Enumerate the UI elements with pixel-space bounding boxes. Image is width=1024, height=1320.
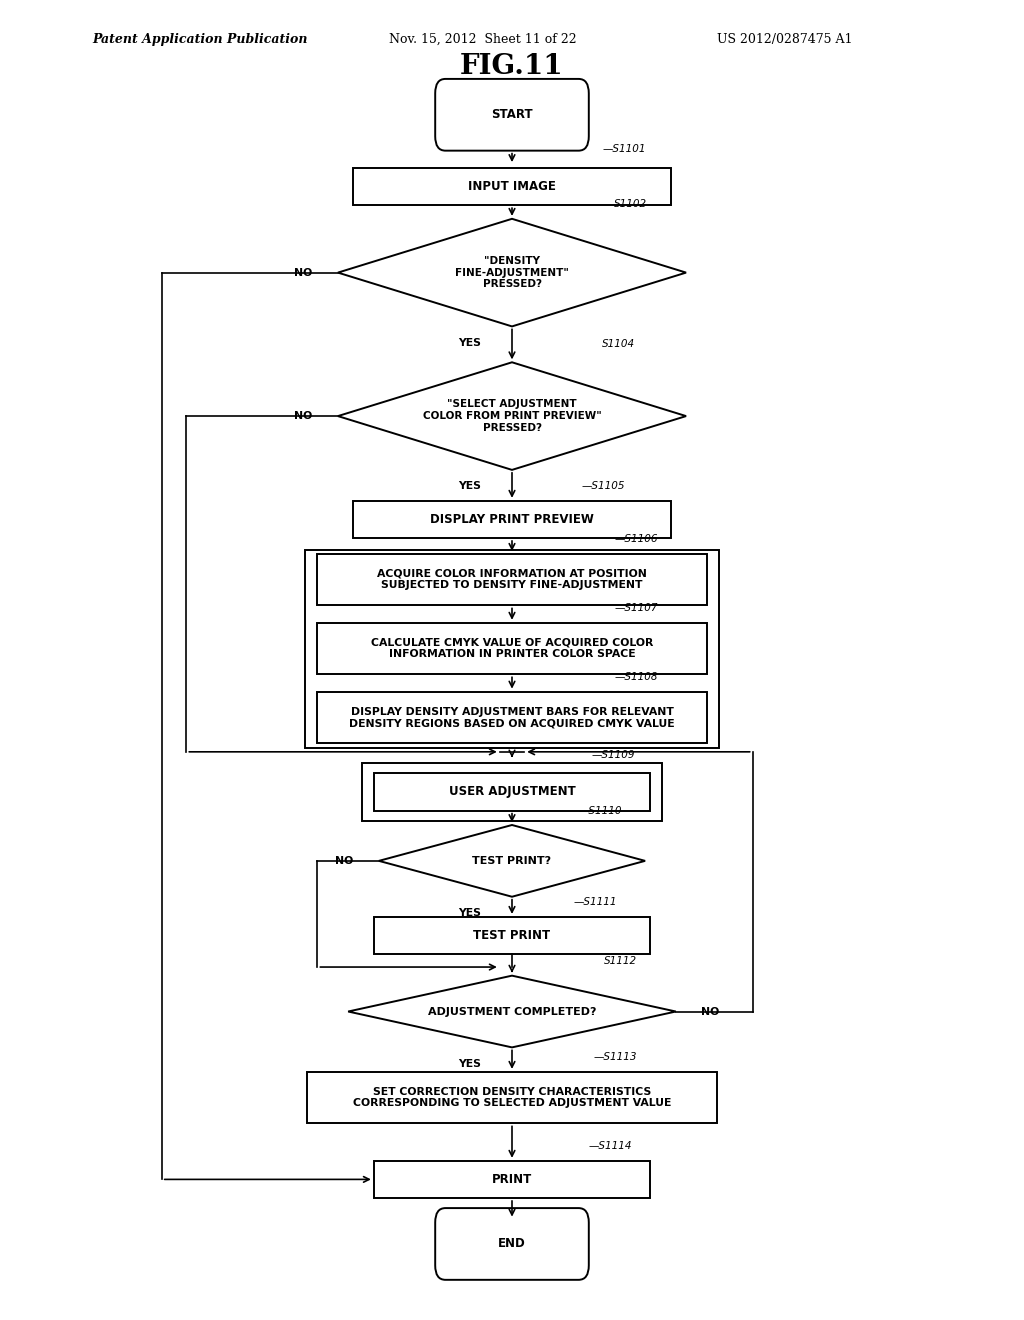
Text: US 2012/0287475 A1: US 2012/0287475 A1 (717, 33, 852, 46)
Text: END: END (498, 1237, 526, 1250)
Text: —S1110: —S1110 (579, 805, 622, 816)
Text: —S1105: —S1105 (582, 482, 625, 491)
Polygon shape (338, 362, 686, 470)
Text: NO: NO (701, 1007, 720, 1016)
Text: Nov. 15, 2012  Sheet 11 of 22: Nov. 15, 2012 Sheet 11 of 22 (389, 33, 577, 46)
FancyBboxPatch shape (353, 168, 671, 205)
Text: NO: NO (294, 411, 312, 421)
Text: NO: NO (294, 268, 312, 277)
Text: DISPLAY PRINT PREVIEW: DISPLAY PRINT PREVIEW (430, 513, 594, 525)
Text: ADJUSTMENT COMPLETED?: ADJUSTMENT COMPLETED? (428, 1007, 596, 1016)
Text: INPUT IMAGE: INPUT IMAGE (468, 180, 556, 193)
FancyBboxPatch shape (435, 1208, 589, 1280)
Polygon shape (338, 219, 686, 326)
Text: YES: YES (459, 1059, 481, 1069)
Text: TEST PRINT?: TEST PRINT? (472, 855, 552, 866)
Text: YES: YES (459, 908, 481, 919)
FancyBboxPatch shape (317, 623, 707, 675)
Text: DISPLAY DENSITY ADJUSTMENT BARS FOR RELEVANT
DENSITY REGIONS BASED ON ACQUIRED C: DISPLAY DENSITY ADJUSTMENT BARS FOR RELE… (349, 706, 675, 729)
Text: CALCULATE CMYK VALUE OF ACQUIRED COLOR
INFORMATION IN PRINTER COLOR SPACE: CALCULATE CMYK VALUE OF ACQUIRED COLOR I… (371, 638, 653, 659)
Text: S1102: S1102 (614, 199, 647, 210)
Text: USER ADJUSTMENT: USER ADJUSTMENT (449, 785, 575, 799)
Polygon shape (348, 975, 676, 1047)
Text: —S1111: —S1111 (573, 898, 616, 907)
Text: —S1107: —S1107 (614, 603, 657, 614)
Text: NO: NO (335, 855, 353, 866)
FancyBboxPatch shape (374, 774, 650, 810)
Text: —S1108: —S1108 (614, 672, 657, 682)
Text: FIG.11: FIG.11 (460, 53, 564, 79)
Text: "SELECT ADJUSTMENT
COLOR FROM PRINT PREVIEW"
PRESSED?: "SELECT ADJUSTMENT COLOR FROM PRINT PREV… (423, 400, 601, 433)
Text: START: START (492, 108, 532, 121)
Text: —S1109: —S1109 (592, 750, 635, 760)
Text: —S1114: —S1114 (589, 1142, 632, 1151)
Polygon shape (379, 825, 645, 896)
FancyBboxPatch shape (374, 917, 650, 954)
Text: YES: YES (459, 338, 481, 348)
Text: PRINT: PRINT (492, 1173, 532, 1185)
Text: SET CORRECTION DENSITY CHARACTERISTICS
CORRESPONDING TO SELECTED ADJUSTMENT VALU: SET CORRECTION DENSITY CHARACTERISTICS C… (353, 1086, 671, 1109)
FancyBboxPatch shape (353, 500, 671, 539)
Text: "DENSITY
FINE-ADJUSTMENT"
PRESSED?: "DENSITY FINE-ADJUSTMENT" PRESSED? (455, 256, 569, 289)
FancyBboxPatch shape (317, 554, 707, 606)
Text: —S1106: —S1106 (614, 535, 657, 544)
Text: —S1113: —S1113 (594, 1052, 637, 1063)
Text: S1104: S1104 (602, 339, 635, 350)
Text: —S1101: —S1101 (602, 144, 645, 154)
FancyBboxPatch shape (307, 1072, 717, 1123)
Text: TEST PRINT: TEST PRINT (473, 929, 551, 942)
Text: ACQUIRE COLOR INFORMATION AT POSITION
SUBJECTED TO DENSITY FINE-ADJUSTMENT: ACQUIRE COLOR INFORMATION AT POSITION SU… (377, 569, 647, 590)
Text: Patent Application Publication: Patent Application Publication (92, 33, 307, 46)
Text: YES: YES (459, 482, 481, 491)
FancyBboxPatch shape (374, 1160, 650, 1199)
FancyBboxPatch shape (435, 79, 589, 150)
FancyBboxPatch shape (317, 692, 707, 743)
Text: S1112: S1112 (604, 956, 637, 966)
